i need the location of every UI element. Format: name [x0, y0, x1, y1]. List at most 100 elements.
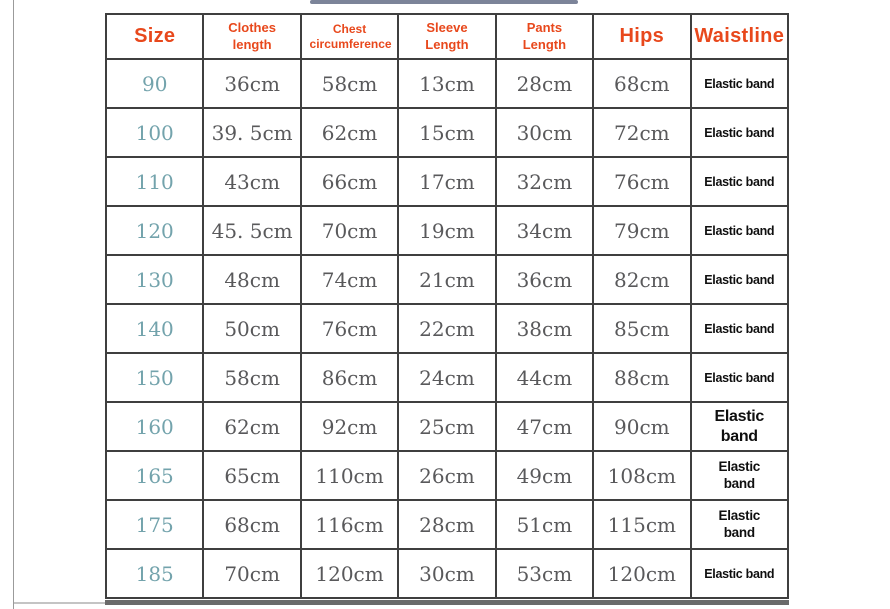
column-header-label: Size: [134, 25, 176, 47]
waistline-value: Elastic band: [704, 321, 775, 336]
measurement-cell-clothes_length: 65cm: [202, 450, 302, 501]
measurement-cell-clothes_length: 68cm: [202, 499, 302, 550]
column-header-label: Hips: [619, 25, 665, 47]
waistline-value: Elastic band: [704, 76, 775, 91]
bottom-table-edge-bar: [105, 600, 789, 605]
measurement-cell-pants: 51cm: [494, 499, 595, 550]
column-header-label: Sleeve Length: [425, 20, 469, 52]
bottom-left-line: [14, 602, 105, 604]
waistline-cell: Elastic band: [689, 450, 790, 501]
measurement-cell-hips: 115cm: [592, 499, 692, 550]
measurement-cell-pants: 28cm: [494, 58, 595, 109]
waistline-cell: Elastic band: [689, 107, 790, 158]
measurement-cell-pants: 30cm: [494, 107, 595, 158]
measurement-cell-sleeve: 13cm: [397, 58, 497, 109]
waistline-cell: Elastic band: [689, 303, 790, 354]
table-row: 150 58cm 86cm 24cm 44cm 88cm Elastic band: [104, 352, 790, 403]
measurement-cell-pants: 47cm: [494, 401, 595, 452]
measurement-cell-clothes_length: 39. 5cm: [202, 107, 302, 158]
table-row: 175 68cm 116cm 28cm 51cm 115cm Elastic band: [104, 499, 790, 550]
size-value-cell: 160: [104, 401, 205, 452]
measurement-cell-sleeve: 17cm: [397, 156, 497, 207]
table-row: 120 45. 5cm 70cm 19cm 34cm 79cm Elastic band: [104, 205, 790, 256]
waistline-cell: Elastic band: [689, 254, 790, 305]
measurement-cell-sleeve: 28cm: [397, 499, 497, 550]
measurement-cell-pants: 36cm: [494, 254, 595, 305]
waistline-value: Elastic band: [704, 272, 775, 287]
measurement-cell-clothes_length: 36cm: [202, 58, 302, 109]
size-value-cell: 100: [104, 107, 205, 158]
measurement-cell-chest: 66cm: [299, 156, 400, 207]
measurement-cell-chest: 62cm: [299, 107, 400, 158]
waistline-cell: Elastic band: [689, 156, 790, 207]
waistline-cell: Elastic band: [689, 352, 790, 403]
measurement-cell-hips: 108cm: [592, 450, 692, 501]
measurement-cell-chest: 120cm: [299, 548, 400, 599]
measurement-cell-sleeve: 15cm: [397, 107, 497, 158]
column-header-label: Clothes length: [228, 20, 276, 52]
column-header-label: Pants Length: [522, 20, 567, 52]
table-row: 185 70cm 120cm 30cm 53cm 120cm Elastic band: [104, 548, 790, 599]
column-header-chest: Chest circumference: [299, 13, 400, 60]
size-chart-header: Size Clothes length Chest circumference Sle…: [104, 13, 790, 60]
measurement-cell-hips: 85cm: [592, 303, 692, 354]
left-screen-edge-line: [13, 0, 14, 609]
measurement-cell-chest: 86cm: [299, 352, 400, 403]
size-value-cell: 110: [104, 156, 205, 207]
size-value-cell: 175: [104, 499, 205, 550]
size-value-cell: 130: [104, 254, 205, 305]
measurement-cell-hips: 120cm: [592, 548, 692, 599]
measurement-cell-chest: 110cm: [299, 450, 400, 501]
measurement-cell-pants: 32cm: [494, 156, 595, 207]
waistline-cell: Elastic band: [689, 401, 790, 452]
measurement-cell-clothes_length: 62cm: [202, 401, 302, 452]
measurement-cell-chest: 92cm: [299, 401, 400, 452]
column-header-label: Chest circumference: [309, 21, 392, 51]
waistline-cell: Elastic band: [689, 205, 790, 256]
measurement-cell-sleeve: 30cm: [397, 548, 497, 599]
size-chart-body: 90 36cm 58cm 13cm 28cm 68cm Elastic band 100 39.…: [104, 58, 790, 599]
table-row: 160 62cm 92cm 25cm 47cm 90cm Elastic band: [104, 401, 790, 452]
table-row: 140 50cm 76cm 22cm 38cm 85cm Elastic band: [104, 303, 790, 354]
measurement-cell-sleeve: 24cm: [397, 352, 497, 403]
measurement-cell-hips: 88cm: [592, 352, 692, 403]
measurement-cell-sleeve: 21cm: [397, 254, 497, 305]
waistline-value: Elastic band: [718, 507, 761, 540]
column-header-waistline: Waistline: [689, 13, 790, 60]
measurement-cell-hips: 90cm: [592, 401, 692, 452]
top-partial-scrollbar: [310, 0, 578, 4]
measurement-cell-pants: 49cm: [494, 450, 595, 501]
measurement-cell-chest: 58cm: [299, 58, 400, 109]
measurement-cell-clothes_length: 48cm: [202, 254, 302, 305]
column-header-hips: Hips: [592, 13, 692, 60]
waistline-cell: Elastic band: [689, 548, 790, 599]
measurement-cell-chest: 70cm: [299, 205, 400, 256]
waistline-value: Elastic band: [704, 370, 775, 385]
measurement-cell-hips: 79cm: [592, 205, 692, 256]
measurement-cell-pants: 44cm: [494, 352, 595, 403]
measurement-cell-clothes_length: 58cm: [202, 352, 302, 403]
column-header-sleeve: Sleeve Length: [397, 13, 497, 60]
waistline-value: Elastic band: [704, 125, 775, 140]
measurement-cell-clothes_length: 70cm: [202, 548, 302, 599]
measurement-cell-chest: 116cm: [299, 499, 400, 550]
measurement-cell-hips: 68cm: [592, 58, 692, 109]
size-value-cell: 120: [104, 205, 205, 256]
measurement-cell-pants: 34cm: [494, 205, 595, 256]
table-row: 100 39. 5cm 62cm 15cm 30cm 72cm Elastic band: [104, 107, 790, 158]
column-header-size: Size: [104, 13, 205, 60]
measurement-cell-hips: 76cm: [592, 156, 692, 207]
measurement-cell-clothes_length: 50cm: [202, 303, 302, 354]
table-row: 110 43cm 66cm 17cm 32cm 76cm Elastic band: [104, 156, 790, 207]
measurement-cell-chest: 74cm: [299, 254, 400, 305]
column-header-label: Waistline: [694, 25, 785, 47]
table-row: 165 65cm 110cm 26cm 49cm 108cm Elastic band: [104, 450, 790, 501]
measurement-cell-hips: 82cm: [592, 254, 692, 305]
waistline-value: Elastic band: [718, 458, 761, 491]
measurement-cell-sleeve: 26cm: [397, 450, 497, 501]
waistline-value: Elastic band: [704, 566, 775, 581]
measurement-cell-hips: 72cm: [592, 107, 692, 158]
waistline-cell: Elastic band: [689, 499, 790, 550]
measurement-cell-sleeve: 19cm: [397, 205, 497, 256]
measurement-cell-clothes_length: 45. 5cm: [202, 205, 302, 256]
